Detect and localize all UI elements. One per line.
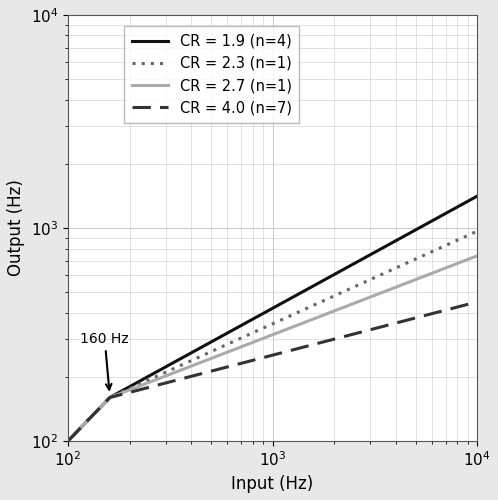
CR = 1.9 (n=4) bbox=[474, 193, 480, 199]
CR = 1.9 (n=4) bbox=[112, 392, 118, 398]
CR = 4.0 (n=7) bbox=[466, 301, 472, 307]
CR = 1.9 (n=4) bbox=[240, 322, 246, 328]
CR = 2.3 (n=1) bbox=[474, 228, 480, 234]
CR = 4.0 (n=7) bbox=[222, 364, 228, 370]
Line: CR = 4.0 (n=7): CR = 4.0 (n=7) bbox=[68, 302, 477, 441]
CR = 1.9 (n=4) bbox=[65, 438, 71, 444]
CR = 4.0 (n=7) bbox=[474, 299, 480, 305]
CR = 4.0 (n=7) bbox=[65, 438, 71, 444]
CR = 2.3 (n=1) bbox=[65, 438, 71, 444]
Line: CR = 1.9 (n=4): CR = 1.9 (n=4) bbox=[68, 196, 477, 441]
Line: CR = 2.3 (n=1): CR = 2.3 (n=1) bbox=[68, 231, 477, 441]
CR = 2.3 (n=1) bbox=[112, 392, 118, 398]
CR = 2.3 (n=1) bbox=[466, 232, 472, 238]
CR = 2.7 (n=1) bbox=[474, 253, 480, 259]
CR = 1.9 (n=4) bbox=[222, 332, 228, 338]
CR = 2.7 (n=1) bbox=[222, 350, 228, 356]
Y-axis label: Output (Hz): Output (Hz) bbox=[7, 180, 25, 276]
Legend: CR = 1.9 (n=4), CR = 2.3 (n=1), CR = 2.7 (n=1), CR = 4.0 (n=7): CR = 1.9 (n=4), CR = 2.3 (n=1), CR = 2.7… bbox=[124, 26, 299, 123]
Text: 160 Hz: 160 Hz bbox=[80, 332, 129, 390]
CR = 2.3 (n=1) bbox=[222, 342, 228, 348]
CR = 2.7 (n=1) bbox=[240, 344, 246, 349]
X-axis label: Input (Hz): Input (Hz) bbox=[232, 475, 314, 493]
CR = 2.7 (n=1) bbox=[422, 273, 428, 279]
CR = 2.7 (n=1) bbox=[65, 438, 71, 444]
CR = 2.3 (n=1) bbox=[136, 382, 142, 388]
CR = 2.3 (n=1) bbox=[240, 334, 246, 340]
CR = 4.0 (n=7) bbox=[422, 312, 428, 318]
CR = 1.9 (n=4) bbox=[466, 198, 472, 203]
CR = 2.3 (n=1) bbox=[422, 252, 428, 258]
CR = 2.7 (n=1) bbox=[466, 256, 472, 262]
CR = 2.7 (n=1) bbox=[136, 384, 142, 390]
CR = 1.9 (n=4) bbox=[136, 378, 142, 384]
CR = 1.9 (n=4) bbox=[422, 222, 428, 228]
Line: CR = 2.7 (n=1): CR = 2.7 (n=1) bbox=[68, 256, 477, 441]
CR = 4.0 (n=7) bbox=[136, 387, 142, 393]
CR = 4.0 (n=7) bbox=[112, 394, 118, 400]
CR = 2.7 (n=1) bbox=[112, 392, 118, 398]
CR = 4.0 (n=7) bbox=[240, 360, 246, 366]
